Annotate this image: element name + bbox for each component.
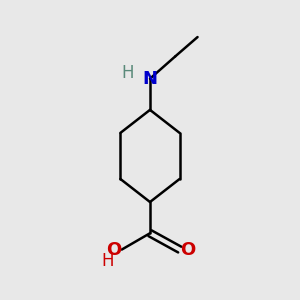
Text: O: O xyxy=(106,242,121,260)
Text: N: N xyxy=(142,70,158,88)
Text: H: H xyxy=(122,64,134,82)
Text: O: O xyxy=(180,242,196,260)
Text: H: H xyxy=(101,253,114,271)
